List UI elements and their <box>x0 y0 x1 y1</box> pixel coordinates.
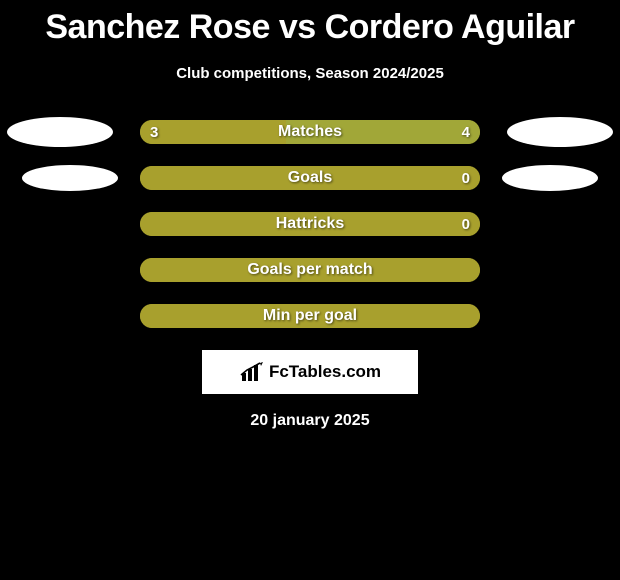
player-left-avatar <box>7 117 113 147</box>
stat-bar-left-fill <box>140 212 480 236</box>
stat-row: Min per goal <box>0 304 620 328</box>
stats-area: Matches34 Goals0 Hattricks0 Goals per match… <box>0 120 620 328</box>
stat-bar: Hattricks0 <box>140 212 480 236</box>
stat-bar-left-fill <box>140 120 286 144</box>
stat-bar: Matches34 <box>140 120 480 144</box>
player-right-avatar <box>507 117 613 147</box>
stat-bar-left-fill <box>140 304 480 328</box>
comparison-infographic: Sanchez Rose vs Cordero Aguilar Club com… <box>0 0 620 580</box>
stat-bar: Goals0 <box>140 166 480 190</box>
brand-inner: FcTables.com <box>239 361 381 383</box>
stat-row: Goals0 <box>0 166 620 190</box>
stat-bar: Min per goal <box>140 304 480 328</box>
player-right-avatar <box>502 165 598 191</box>
date-line: 20 january 2025 <box>0 412 620 430</box>
stat-row: Hattricks0 <box>0 212 620 236</box>
page-title: Sanchez Rose vs Cordero Aguilar <box>0 0 620 47</box>
page-subtitle: Club competitions, Season 2024/2025 <box>0 65 620 82</box>
player-left-avatar <box>22 165 118 191</box>
stat-bar-left-fill <box>140 166 480 190</box>
stat-bar-right-fill <box>286 120 480 144</box>
brand-box: FcTables.com <box>202 350 418 394</box>
stat-bar-left-fill <box>140 258 480 282</box>
stat-row: Matches34 <box>0 120 620 144</box>
brand-text: FcTables.com <box>269 362 381 382</box>
stat-row: Goals per match <box>0 258 620 282</box>
stat-bar: Goals per match <box>140 258 480 282</box>
brand-logo-icon <box>239 361 265 383</box>
